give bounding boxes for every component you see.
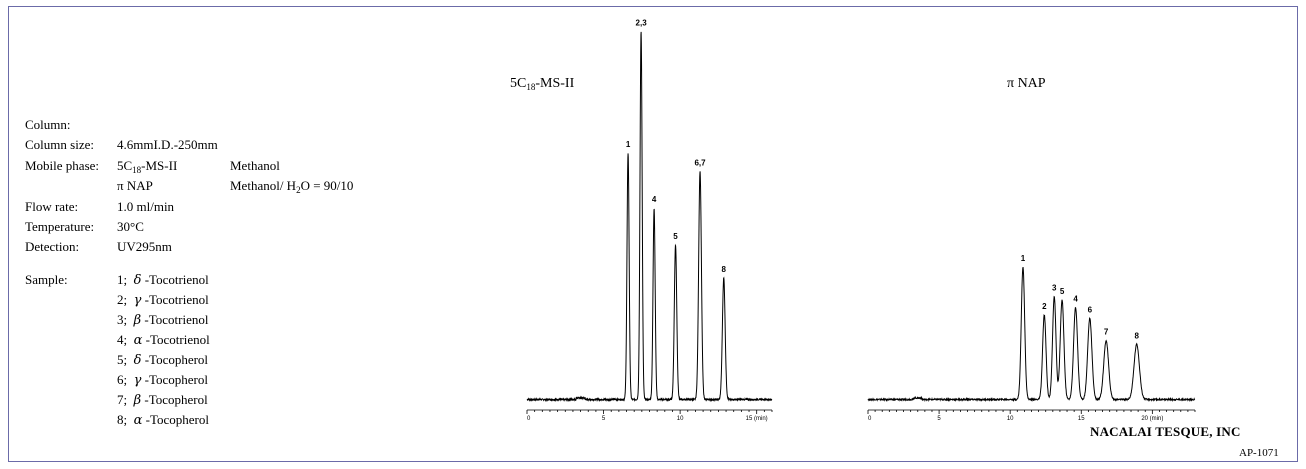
x-tick-label: 15 (min)	[746, 416, 768, 422]
x-tick-label: 20 (min)	[1141, 416, 1163, 422]
x-tick-label: 15	[1078, 416, 1085, 422]
peak-label: 2,3	[636, 18, 648, 27]
flow-rate-label: Flow rate:	[25, 198, 79, 214]
figure-frame	[8, 6, 1298, 462]
mobile-phase-solvent-2: Methanol/ H2O = 90/10	[230, 178, 354, 196]
sample-text: 7; β -Tocopherol	[117, 391, 208, 408]
manufacturer-name: NACALAI TESQUE, INC	[1090, 424, 1241, 439]
column-size-label: Column size:	[25, 137, 94, 153]
peak-label: 5	[673, 232, 678, 241]
x-tick-label: 10	[1007, 416, 1014, 422]
x-tick-label: 5	[937, 416, 941, 422]
peak-label: 4	[652, 195, 657, 204]
detection-value: UV295nm	[117, 239, 172, 255]
temperature-value: 30°C	[117, 218, 144, 234]
sample-label: Sample:	[25, 271, 68, 287]
x-tick-label: 0	[868, 416, 872, 422]
peak-label: 1	[626, 140, 631, 149]
signal-trace	[867, 266, 1196, 403]
sample-text: 6; γ -Tocopherol	[117, 371, 208, 388]
sample-text: 3; β -Tocotrienol	[117, 311, 209, 328]
x-tick-label: 10	[677, 416, 684, 422]
signal-trace	[526, 31, 773, 403]
x-tick-label: 0	[527, 416, 531, 422]
chart-title-pinap: π NAP	[1007, 76, 1046, 91]
flow-rate-value: 1.0 ml/min	[117, 198, 175, 214]
column-label: Column:	[25, 117, 71, 132]
peak-label: 1	[1021, 254, 1026, 263]
peak-label: 5	[1060, 287, 1065, 296]
peak-label: 2	[1042, 302, 1047, 311]
mobile-phase-column-1: 5C18-MS-II	[117, 157, 178, 175]
column-size-value: 4.6mmI.D.-250mm	[117, 137, 218, 153]
mobile-phase-solvent-1: Methanol	[230, 157, 280, 173]
temperature-label: Temperature:	[25, 218, 95, 234]
sample-text: 2; γ -Tocotrienol	[117, 291, 209, 308]
peak-label: 8	[722, 265, 727, 274]
mobile-phase-column-2: π NAP	[117, 178, 153, 194]
sample-text: 8; α -Tocopherol	[117, 411, 209, 428]
application-code: AP-1071	[1239, 447, 1279, 459]
x-tick-label: 5	[602, 416, 606, 422]
peak-label: 6	[1088, 306, 1093, 315]
peak-label: 7	[1104, 328, 1109, 337]
mobile-phase-label: Mobile phase:	[25, 157, 100, 173]
sample-text: 5; δ -Tocopherol	[117, 351, 209, 368]
peak-label: 6,7	[694, 158, 706, 167]
sample-text: 4; α -Tocotrienol	[117, 331, 210, 348]
peak-label: 8	[1134, 331, 1139, 340]
sample-text: 1; δ -Tocotrienol	[117, 271, 209, 288]
peak-label: 3	[1052, 283, 1057, 292]
peak-label: 4	[1073, 294, 1078, 303]
chromatogram-c18: 0 5 10 15 (min) 1 2,3 4 5 6,7 8	[526, 18, 773, 422]
detection-label: Detection:	[25, 239, 80, 255]
chart-title-c18: 5C18-MS-II	[510, 76, 575, 92]
